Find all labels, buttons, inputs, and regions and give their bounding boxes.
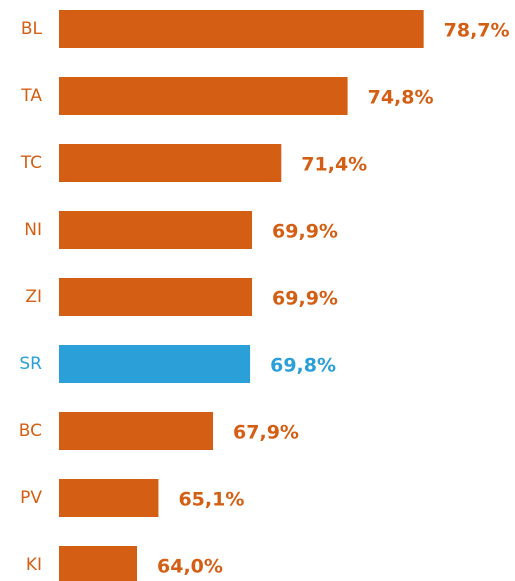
category-label: PV xyxy=(20,488,42,508)
value-label: 74,8% xyxy=(368,87,434,109)
category-label: TA xyxy=(20,86,42,106)
value-label: 64,0% xyxy=(157,556,223,578)
category-label: TC xyxy=(20,153,42,173)
category-label: NI xyxy=(24,220,42,240)
bar xyxy=(59,211,253,249)
bar xyxy=(59,144,282,182)
category-label: BC xyxy=(19,421,42,441)
bar xyxy=(59,278,253,316)
value-label: 69,8% xyxy=(270,355,336,377)
value-label: 67,9% xyxy=(233,422,299,444)
value-label: 69,9% xyxy=(272,221,338,243)
bar xyxy=(59,10,424,48)
category-label: ZI xyxy=(25,287,42,307)
value-label: 65,1% xyxy=(178,489,244,511)
bar xyxy=(59,546,137,581)
bar xyxy=(59,77,348,115)
value-label: 78,7% xyxy=(444,20,510,42)
bar xyxy=(59,412,214,450)
value-label: 71,4% xyxy=(301,154,367,176)
value-label: 69,9% xyxy=(272,288,338,310)
category-label: BL xyxy=(21,19,43,39)
bar xyxy=(59,479,159,517)
category-label: SR xyxy=(19,354,42,374)
category-label: KI xyxy=(26,555,42,575)
bar xyxy=(59,345,251,383)
